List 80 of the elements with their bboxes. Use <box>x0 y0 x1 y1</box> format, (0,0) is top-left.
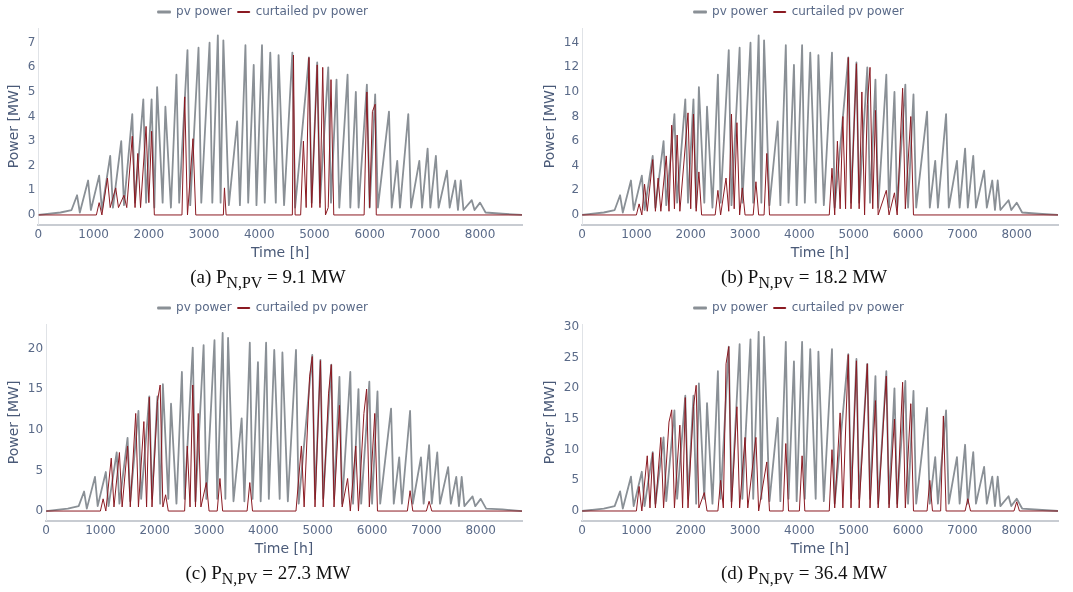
y-axis-title: Power [MW] <box>541 84 558 169</box>
y-tick-label: 7 <box>27 34 36 49</box>
y-tick-label: 0 <box>35 503 44 518</box>
text: (c) P$_{N,PV}$ = 27.3 MW <box>184 561 352 589</box>
legend-label: curtailed pv power <box>791 300 905 315</box>
text: (a) P$_{N,PV}$ = 9.1 MW <box>189 265 347 293</box>
y-tick-label: 5 <box>571 472 580 487</box>
y-tick-label: 10 <box>27 421 44 436</box>
x-axis-title: Time [h] <box>789 244 850 261</box>
y-tick-label: 14 <box>563 34 580 49</box>
legend-label: curtailed pv power <box>255 300 369 315</box>
y-tick-label: 1 <box>27 182 36 197</box>
x-tick-label: 5000 <box>838 523 869 538</box>
y-tick-label: 12 <box>563 59 580 74</box>
legend-label: curtailed pv power <box>255 4 369 19</box>
y-tick-label: 5 <box>35 462 44 477</box>
x-tick-label: 7000 <box>411 523 442 538</box>
y-tick-label: 15 <box>563 411 580 426</box>
x-tick-label: 3000 <box>729 523 761 538</box>
legend-label: pv power <box>176 4 232 19</box>
x-tick-label: 2000 <box>675 523 706 538</box>
x-tick-label: 7000 <box>947 523 978 538</box>
y-tick-label: 0 <box>27 207 36 222</box>
y-tick-label: 6 <box>27 59 36 74</box>
y-tick-label: 2 <box>571 182 580 197</box>
x-tick-label: 4000 <box>784 227 815 242</box>
x-tick-label: 1000 <box>85 523 116 538</box>
y-tick-label: 0 <box>571 207 580 222</box>
x-tick-label: 1000 <box>78 227 109 242</box>
x-tick-label: 6000 <box>356 523 388 538</box>
x-tick-label: 7000 <box>409 227 441 242</box>
y-axis-title: Power [MW] <box>5 84 22 169</box>
x-tick-label: 8000 <box>465 523 496 538</box>
x-tick-label: 1000 <box>621 523 652 538</box>
y-tick-label: 3 <box>27 133 36 148</box>
x-tick-label: 8000 <box>1001 523 1032 538</box>
x-tick-label: 2000 <box>675 227 706 242</box>
x-tick-label: 3000 <box>193 523 225 538</box>
x-tick-label: 4000 <box>784 523 815 538</box>
y-tick-label: 4 <box>27 108 36 123</box>
y-tick-label: 15 <box>27 381 44 396</box>
x-tick-label: 4000 <box>248 523 279 538</box>
x-tick-label: 3000 <box>188 227 220 242</box>
y-tick-label: 8 <box>571 108 580 123</box>
y-tick-label: 6 <box>571 133 580 148</box>
x-tick-label: 8000 <box>464 227 496 242</box>
y-tick-label: 20 <box>27 340 44 355</box>
x-tick-label: 5000 <box>302 523 333 538</box>
legend-label: pv power <box>176 300 232 315</box>
x-tick-label: 6000 <box>892 523 924 538</box>
x-tick-label: 1000 <box>621 227 652 242</box>
y-tick-label: 2 <box>27 157 36 172</box>
y-tick-label: 30 <box>563 319 580 334</box>
x-tick-label: 8000 <box>1001 227 1032 242</box>
x-tick-label: 6000 <box>892 227 924 242</box>
legend-label: pv power <box>712 300 768 315</box>
x-tick-label: 4000 <box>243 227 275 242</box>
text: (b) P$_{N,PV}$ = 18.2 MW <box>719 265 889 293</box>
text: (d) P$_{N,PV}$ = 36.4 MW <box>719 561 889 589</box>
x-tick-label: 2000 <box>133 227 165 242</box>
x-tick-label: 3000 <box>729 227 761 242</box>
x-tick-label: 2000 <box>139 523 170 538</box>
x-axis-title: Time [h] <box>253 540 314 557</box>
x-tick-label: 5000 <box>299 227 330 242</box>
x-tick-label: 5000 <box>838 227 869 242</box>
x-tick-label: 7000 <box>947 227 978 242</box>
x-axis-title: Time [h] <box>789 540 850 557</box>
y-tick-label: 4 <box>571 157 580 172</box>
x-tick-label: 6000 <box>354 227 385 242</box>
y-tick-label: 10 <box>563 441 580 456</box>
legend-label: curtailed pv power <box>791 4 905 19</box>
y-tick-label: 25 <box>563 349 580 364</box>
y-tick-label: 0 <box>571 503 580 518</box>
y-axis-title: Power [MW] <box>5 380 22 465</box>
y-tick-label: 20 <box>563 380 580 395</box>
y-tick-label: 5 <box>27 84 36 99</box>
x-axis-title: Time [h] <box>249 244 310 261</box>
legend-label: pv power <box>712 4 768 19</box>
y-axis-title: Power [MW] <box>541 380 558 465</box>
y-tick-label: 10 <box>563 84 580 99</box>
